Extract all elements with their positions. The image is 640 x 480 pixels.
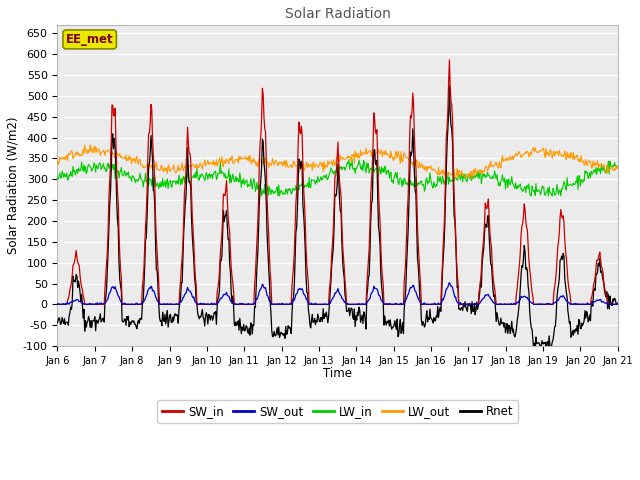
Legend: SW_in, SW_out, LW_in, LW_out, Rnet: SW_in, SW_out, LW_in, LW_out, Rnet bbox=[157, 400, 518, 422]
X-axis label: Time: Time bbox=[323, 367, 352, 380]
Text: EE_met: EE_met bbox=[66, 33, 113, 46]
Title: Solar Radiation: Solar Radiation bbox=[285, 7, 390, 21]
Y-axis label: Solar Radiation (W/m2): Solar Radiation (W/m2) bbox=[7, 117, 20, 254]
